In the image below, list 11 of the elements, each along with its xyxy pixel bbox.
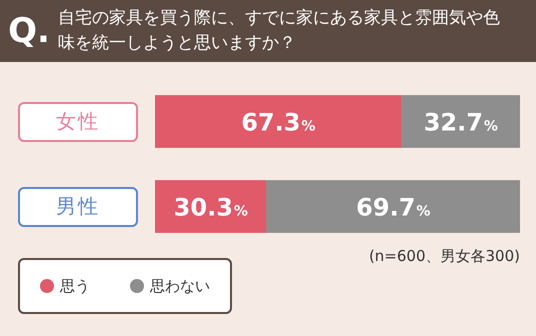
data-label: 67.3% [241,108,316,136]
annotation: (n=600、男女各300) [368,247,520,266]
data-label: 32.7% [424,108,498,136]
data-label: 69.7% [356,194,430,222]
data-label: 30.3% [174,194,248,222]
y-tick-label: 女性 [56,108,100,135]
chart-title: 自宅の家具を買う際に、すでに家にある家具と雰囲気や色味を統一しようと思いますか？ [58,7,501,55]
text: Q. [7,11,51,51]
legend-label: 思う [59,276,90,296]
legend-label: 思わない [149,276,210,296]
y-tick-label: 男性 [56,193,100,220]
